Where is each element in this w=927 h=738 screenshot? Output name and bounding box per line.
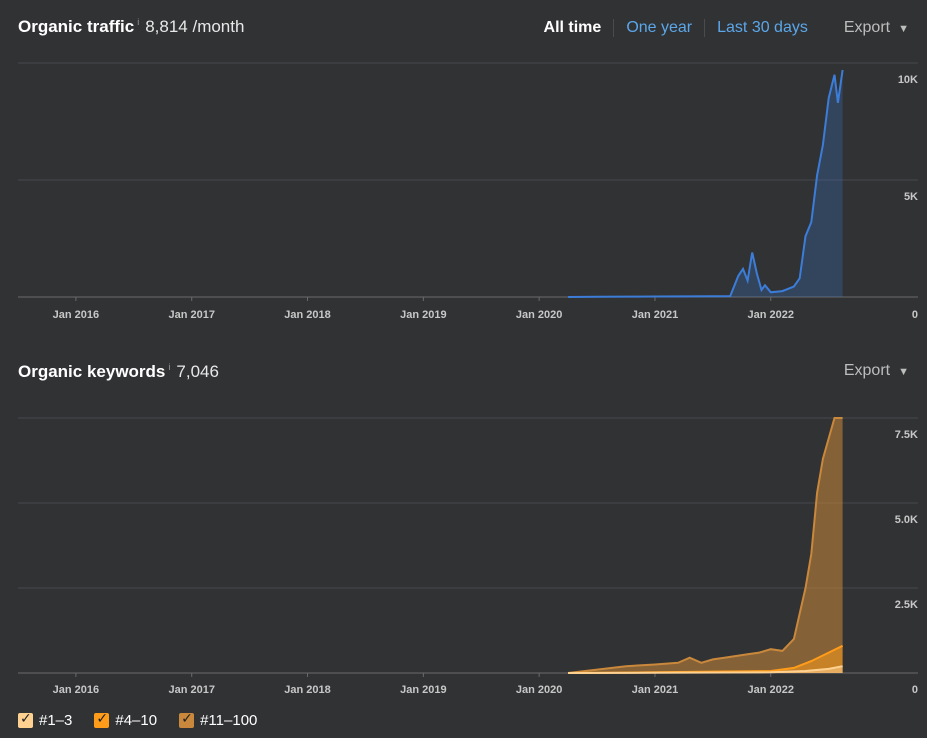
export-label: Export xyxy=(843,19,891,36)
legend: ✓ #1–3 ✓ #4–10 ✓ #11–100 xyxy=(18,710,279,729)
legend-label: #11–100 xyxy=(200,712,258,729)
series-area xyxy=(568,418,843,673)
y-tick-label: 0 xyxy=(912,684,918,696)
series-area xyxy=(568,70,843,297)
x-tick-label: Jan 2019 xyxy=(400,309,446,321)
x-tick-label: Jan 2017 xyxy=(168,309,214,321)
x-tick-label: Jan 2022 xyxy=(748,309,794,321)
range-all-time[interactable]: All time xyxy=(543,19,602,36)
x-tick-label: Jan 2021 xyxy=(632,684,678,696)
export-label: Export xyxy=(843,362,891,379)
legend-item-11-100[interactable]: ✓ #11–100 xyxy=(179,710,258,729)
checkbox-icon[interactable]: ✓ xyxy=(94,710,110,728)
x-tick-label: Jan 2016 xyxy=(53,684,99,696)
checkbox-icon[interactable]: ✓ xyxy=(18,710,33,728)
traffic-header: Organic traffic i 8,814 /month xyxy=(18,17,244,41)
organic-keywords-panel: Organic keywords i 7,046 Export ▼ 7.5K 5.0… xyxy=(0,350,927,738)
y-tick-label: 5.0K xyxy=(895,514,918,526)
range-last-30-days[interactable]: Last 30 days xyxy=(704,19,820,37)
x-tick-label: Jan 2020 xyxy=(516,309,562,321)
series-line xyxy=(568,665,843,674)
x-tick-label: Jan 2022 xyxy=(748,684,794,696)
legend-label: #4–10 xyxy=(115,712,158,729)
traffic-controls: All time One year Last 30 days Export ▼ xyxy=(532,19,909,37)
x-tick-label: Jan 2017 xyxy=(168,684,214,696)
x-tick-label: Jan 2016 xyxy=(53,309,99,321)
legend-item-4-10[interactable]: ✓ #4–10 xyxy=(94,710,158,729)
info-icon[interactable]: i xyxy=(137,17,140,27)
y-tick-label: 10K xyxy=(898,74,918,86)
traffic-title: Organic traffic xyxy=(18,17,135,36)
x-tick-label: Jan 2018 xyxy=(284,309,330,321)
traffic-value: 8,814 /month xyxy=(145,17,245,36)
y-tick-label: 5K xyxy=(904,191,918,203)
x-tick-label: Jan 2021 xyxy=(632,309,678,321)
keywords-export-button[interactable]: Export ▼ xyxy=(844,362,909,380)
keywords-title: Organic keywords xyxy=(18,362,166,381)
x-tick-label: Jan 2019 xyxy=(400,684,446,696)
series-area xyxy=(568,666,843,673)
x-tick-label: Jan 2020 xyxy=(516,684,562,696)
series-line xyxy=(567,417,843,674)
keywords-chart: 7.5K 5.0K 2.5K 0 Jan 2016 Jan 2017 Jan 2018 Jan… xyxy=(18,417,918,696)
range-one-year[interactable]: One year xyxy=(613,19,704,37)
legend-item-1-3[interactable]: ✓ #1–3 xyxy=(18,710,73,729)
caret-down-icon: ▼ xyxy=(898,366,909,378)
y-tick-label: 0 xyxy=(912,309,918,321)
organic-traffic-panel: Organic traffic i 8,814 /month All time … xyxy=(0,0,927,330)
x-tick-label: Jan 2018 xyxy=(284,684,330,696)
keywords-value: 7,046 xyxy=(176,362,219,381)
traffic-export-button[interactable]: Export ▼ xyxy=(844,19,909,37)
legend-label: #1–3 xyxy=(39,712,73,729)
y-tick-label: 7.5K xyxy=(895,429,918,441)
y-tick-label: 2.5K xyxy=(895,599,918,611)
keywords-controls: Export ▼ xyxy=(820,362,909,380)
traffic-chart: 10K 5K 0 Jan 2016 Jan 2017 Jan 2018 Jan 2019 Ja… xyxy=(18,62,918,321)
info-icon[interactable]: i xyxy=(168,362,171,372)
keywords-header: Organic keywords i 7,046 xyxy=(18,362,219,386)
caret-down-icon: ▼ xyxy=(898,23,909,35)
series-line xyxy=(568,69,844,298)
checkbox-icon[interactable]: ✓ xyxy=(179,710,195,728)
